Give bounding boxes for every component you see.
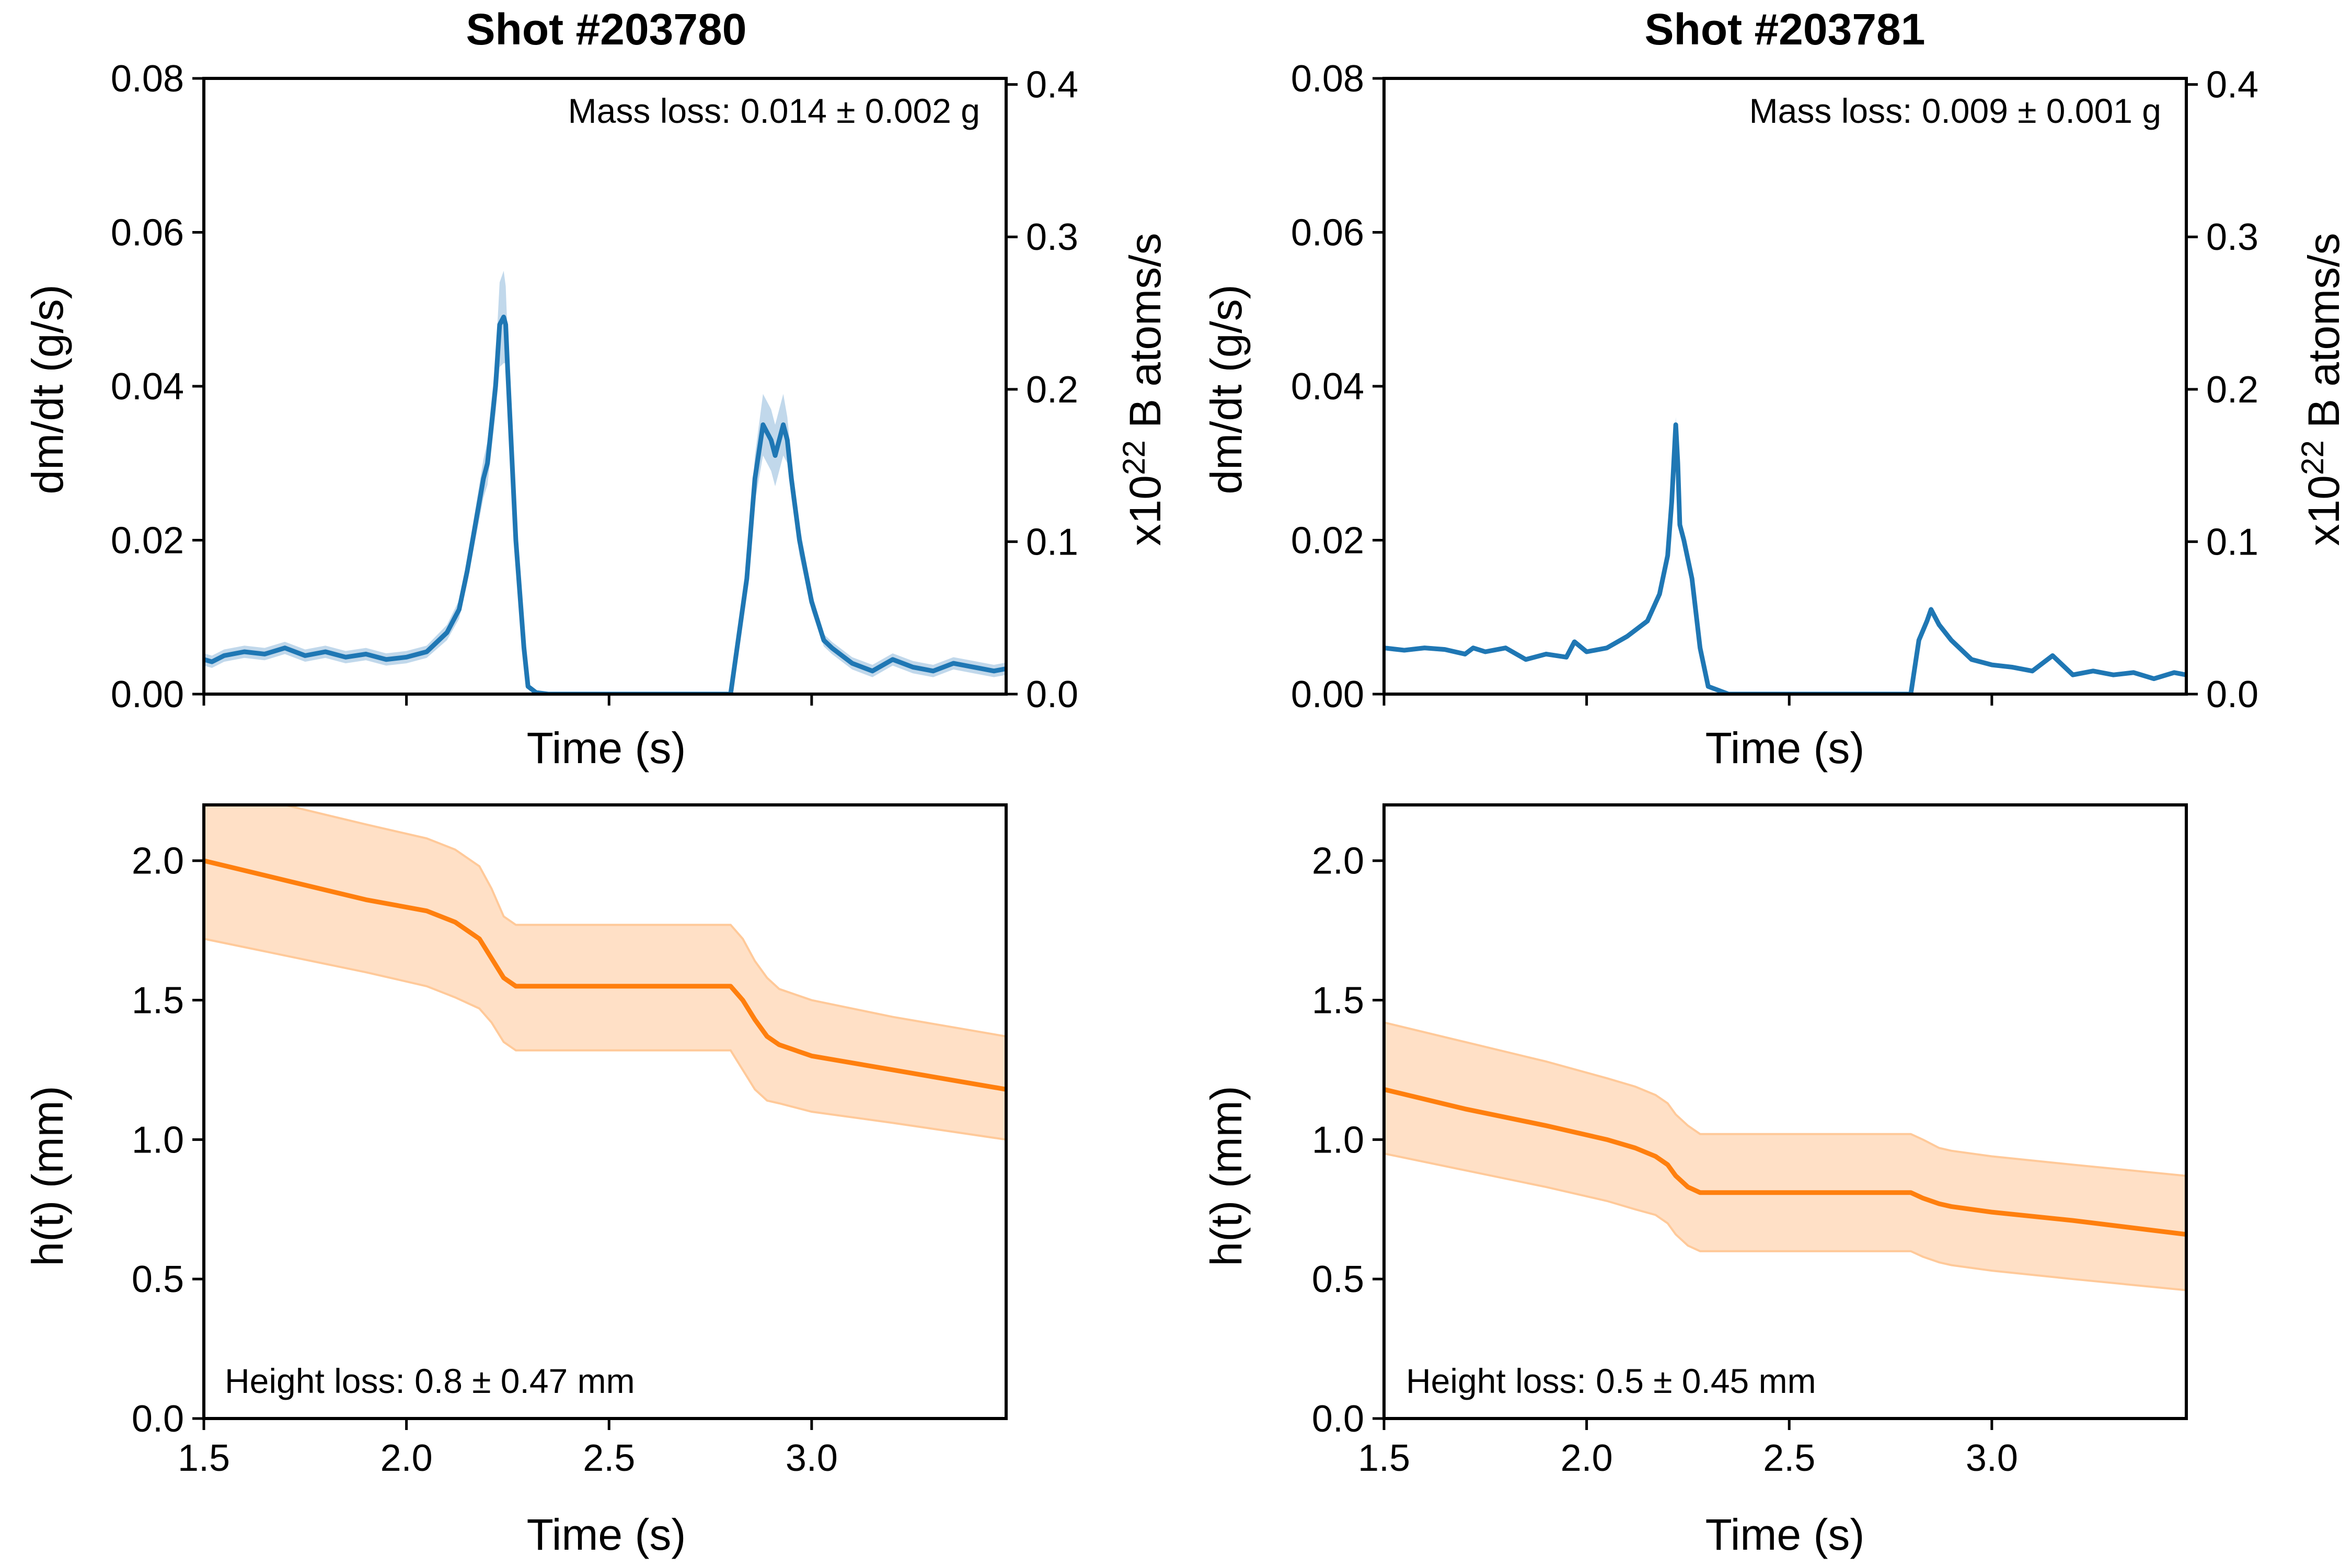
mass-loss-annotation-shot1: Mass loss: 0.014 ± 0.002 g xyxy=(568,91,980,130)
rate-ylabel-shot1: dm/dt (g/s) xyxy=(23,284,72,494)
y-tick-label: 0.0 xyxy=(1312,1398,1364,1440)
height-xlabel-shot2: Time (s) xyxy=(1705,1510,1865,1559)
rate-panel-shot2: 0.00 0.02 0.04 0.06 0.08 0.0 0.1 0.2 0.3 0.4 xyxy=(1291,58,2258,716)
uncertainty-band xyxy=(204,271,1006,694)
y-tick-label: 0.0 xyxy=(132,1398,184,1440)
shot2-title: Shot #203781 xyxy=(1645,5,1926,54)
x-tick-label: 2.0 xyxy=(381,1437,433,1479)
height-loss-annotation-shot1: Height loss: 0.8 ± 0.47 mm xyxy=(225,1362,635,1400)
plot-area xyxy=(1384,1021,2186,1292)
right-y-tick-label: 0.0 xyxy=(1026,674,1078,716)
rate-ylabel-shot2: dm/dt (g/s) xyxy=(1202,284,1251,494)
right-ylabel-prefix: x10 xyxy=(1121,475,1170,546)
height-xlabel-shot1: Time (s) xyxy=(527,1510,686,1559)
right-y-tick-label: 0.2 xyxy=(1026,369,1078,411)
right-y-tick-label: 0.1 xyxy=(2206,521,2258,563)
y-tick-label: 1.0 xyxy=(1312,1119,1364,1161)
x-tick-label: 2.0 xyxy=(1561,1437,1613,1479)
y-tick-label: 0.08 xyxy=(111,58,184,100)
rate-xlabel-shot1: Time (s) xyxy=(527,723,686,773)
y-tick-label: 1.5 xyxy=(1312,980,1364,1022)
shot1-title: Shot #203780 xyxy=(466,5,747,54)
x-tick-label: 1.5 xyxy=(178,1437,230,1479)
rate-panel-shot1: 0.00 0.02 0.04 0.06 0.08 0.0 0.1 0.2 0.3 0.4 xyxy=(111,58,1078,716)
plot-area xyxy=(204,805,1006,1141)
plot-area xyxy=(204,271,1006,694)
y-tick-label: 0.00 xyxy=(1291,674,1364,716)
right-ylabel-shot2: x1022 B atoms/s xyxy=(2295,233,2348,546)
y-tick-label: 0.04 xyxy=(111,366,184,408)
mass-rate-line xyxy=(204,314,1006,694)
mass-loss-annotation-shot2: Mass loss: 0.009 ± 0.001 g xyxy=(1749,91,2161,130)
height-loss-annotation-shot2: Height loss: 0.5 ± 0.45 mm xyxy=(1406,1362,1816,1400)
y-tick-label: 0.5 xyxy=(1312,1259,1364,1300)
y-tick-label: 0.06 xyxy=(1291,212,1364,254)
y-tick-label: 1.0 xyxy=(132,1119,184,1161)
rate-xlabel-shot2: Time (s) xyxy=(1705,723,1865,773)
axes-frame xyxy=(202,803,1008,1420)
x-tick-label: 1.5 xyxy=(1358,1437,1410,1479)
plot-area xyxy=(1384,417,2186,694)
y-tick-label: 2.0 xyxy=(132,840,184,882)
y-tick-label: 0.06 xyxy=(111,212,184,254)
x-tick-label: 3.0 xyxy=(786,1437,838,1479)
y-tick-label: 1.5 xyxy=(132,980,184,1022)
mass-rate-line xyxy=(1384,422,2186,694)
right-y-tick-label: 0.4 xyxy=(2206,64,2258,106)
height-uncertainty-band xyxy=(204,805,1006,1141)
x-tick-label: 3.0 xyxy=(1966,1437,2018,1479)
y-tick-label: 0.02 xyxy=(111,520,184,562)
axes-frame xyxy=(1382,77,2188,696)
right-y-tick-label: 0.1 xyxy=(1026,521,1078,563)
y-tick-label: 0.04 xyxy=(1291,366,1364,408)
height-line xyxy=(1384,1087,2186,1237)
height-ylabel-shot1: h(t) (mm) xyxy=(23,1086,72,1266)
right-ylabel-exponent: 22 xyxy=(1116,440,1151,475)
y-tick-label: 0.5 xyxy=(132,1259,184,1300)
axes-frame xyxy=(202,77,1008,696)
y-tick-label: 0.00 xyxy=(111,674,184,716)
axes-frame xyxy=(1382,803,2188,1420)
height-uncertainty-band xyxy=(1384,1021,2186,1292)
right-ylabel-prefix: x10 xyxy=(2299,475,2348,546)
x-tick-label: 2.5 xyxy=(583,1437,635,1479)
height-panel-shot1: 1.5 2.0 2.5 3.0 0.0 0.5 1.0 1.5 2.0 xyxy=(132,803,1008,1479)
x-tick-label: 2.5 xyxy=(1763,1437,1815,1479)
right-y-tick-label: 0.4 xyxy=(1026,64,1078,106)
right-ylabel-suffix: B atoms/s xyxy=(2299,233,2348,441)
right-y-tick-label: 0.3 xyxy=(2206,216,2258,258)
right-y-tick-label: 0.3 xyxy=(1026,216,1078,258)
height-panel-shot2: 1.5 2.0 2.5 3.0 0.0 0.5 1.0 1.5 2.0 xyxy=(1312,803,2188,1479)
y-tick-label: 0.02 xyxy=(1291,520,1364,562)
right-ylabel-exponent: 22 xyxy=(2295,440,2330,475)
right-ylabel-shot1: x1022 B atoms/s xyxy=(1116,233,1170,546)
uncertainty-band xyxy=(1384,417,2186,694)
height-line xyxy=(204,858,1006,1092)
y-tick-label: 2.0 xyxy=(1312,840,1364,882)
height-ylabel-shot2: h(t) (mm) xyxy=(1202,1086,1251,1266)
right-y-tick-label: 0.0 xyxy=(2206,674,2258,716)
y-tick-label: 0.08 xyxy=(1291,58,1364,100)
right-ylabel-suffix: B atoms/s xyxy=(1121,233,1170,441)
right-y-tick-label: 0.2 xyxy=(2206,369,2258,411)
